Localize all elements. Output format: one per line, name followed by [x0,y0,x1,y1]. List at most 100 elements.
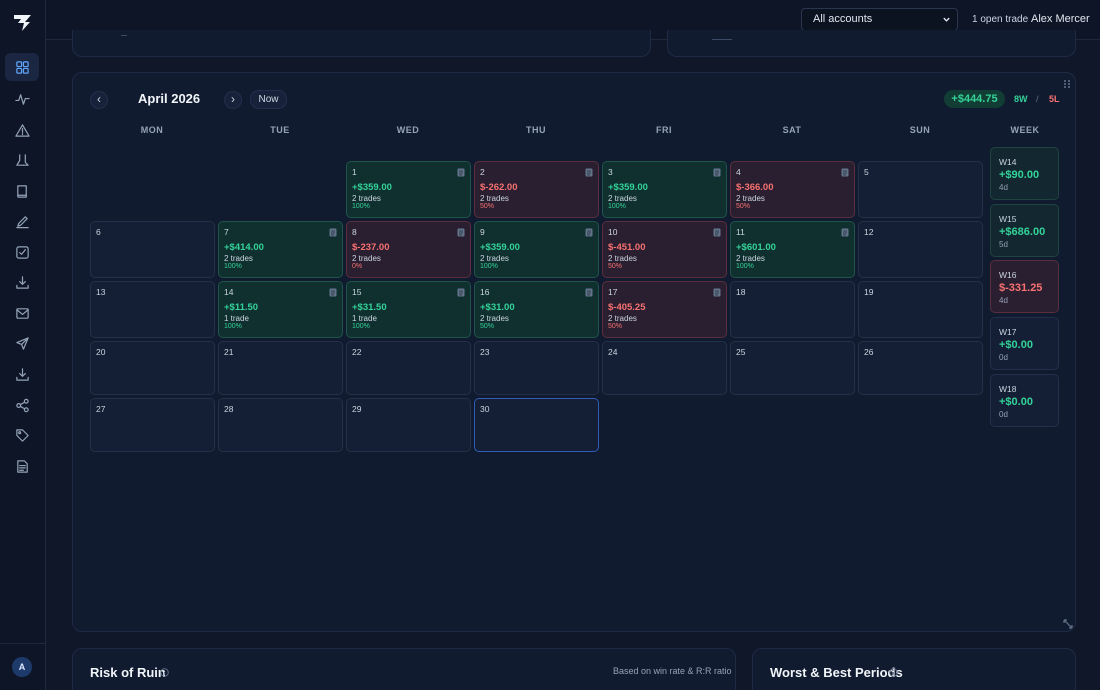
calendar-day[interactable]: 27 [90,398,215,452]
calendar-day[interactable]: 8 $-237.00 2 trades 0% [346,221,471,278]
sidebar-item-tag[interactable] [5,421,39,449]
week-summary[interactable]: W16 $-331.25 4d [990,260,1059,313]
day-number: 16 [480,287,490,297]
calendar-day[interactable]: 16 +$31.00 2 trades 50% [474,281,599,338]
note-icon[interactable] [713,288,721,297]
sidebar-item-pencil[interactable] [5,207,39,235]
note-icon[interactable] [329,288,337,297]
prev-month-button[interactable]: ‹ [90,91,108,109]
calendar-day[interactable]: 10 $-451.00 2 trades 50% [602,221,727,278]
calendar-day[interactable]: 2 $-262.00 2 trades 50% [474,161,599,218]
sidebar-item-grid[interactable] [5,53,39,81]
next-month-button[interactable]: › [224,91,242,109]
mail-icon [15,307,29,319]
sidebar-item-checkbox[interactable] [5,238,39,266]
calendar-day[interactable]: 6 [90,221,215,278]
calendar-day[interactable]: 29 [346,398,471,452]
note-icon[interactable] [457,288,465,297]
calendar-day[interactable]: 23 [474,341,599,395]
day-number: 18 [736,287,746,297]
calendar-day[interactable]: 13 [90,281,215,338]
note-icon[interactable] [841,168,849,177]
calendar-day[interactable]: 30 [474,398,599,452]
day-trade-count: 2 trades [736,194,765,203]
sidebar-item-import[interactable] [5,360,39,388]
day-pnl: +$11.50 [224,302,259,313]
calendar-day[interactable]: 17 $-405.25 2 trades 50% [602,281,727,338]
calendar-day[interactable]: 3 +$359.00 2 trades 100% [602,161,727,218]
calendar-day[interactable]: 18 [730,281,855,338]
share-icon [15,398,29,412]
calendar-day[interactable]: 28 [218,398,343,452]
calendar-day[interactable]: 24 [602,341,727,395]
calendar-day[interactable]: 12 [858,221,983,278]
avatar[interactable]: A [12,657,32,677]
day-win-rate: 50% [480,323,495,330]
weekday-header: SUN [909,125,931,135]
sidebar-item-send[interactable] [5,329,39,357]
risk-of-ruin-title: Risk of Ruin [90,665,166,680]
week-summary[interactable]: W17 +$0.00 0d [990,317,1059,370]
note-icon[interactable] [585,228,593,237]
day-number: 25 [736,347,746,357]
note-icon[interactable] [585,288,593,297]
sidebar-item-share[interactable] [5,391,39,419]
week-active-days: 0d [999,410,1008,419]
note-icon[interactable] [457,168,465,177]
calendar-day[interactable]: 19 [858,281,983,338]
calendar-day[interactable]: 1 +$359.00 2 trades 100% [346,161,471,218]
sidebar-item-document[interactable] [5,452,39,480]
calendar-day[interactable]: 7 +$414.00 2 trades 100% [218,221,343,278]
day-number: 8 [352,227,357,237]
note-icon[interactable] [329,228,337,237]
open-trades-indicator[interactable]: 1 open trade [972,14,1029,25]
calendar-day[interactable]: 4 $-366.00 2 trades 50% [730,161,855,218]
day-number: 20 [96,347,106,357]
day-trade-count: 2 trades [352,254,381,263]
week-summary[interactable]: W15 +$686.00 5d [990,204,1059,257]
calendar-day[interactable]: 21 [218,341,343,395]
calendar-day[interactable]: 25 [730,341,855,395]
info-icon[interactable] [160,668,169,677]
note-icon[interactable] [713,228,721,237]
user-name[interactable]: Alex Mercer [1031,13,1090,25]
resize-handle-icon[interactable] [1063,619,1073,629]
calendar-day[interactable]: 5 [858,161,983,218]
note-icon[interactable] [713,168,721,177]
day-number: 15 [352,287,362,297]
now-button[interactable]: Now [250,90,287,109]
note-icon[interactable] [585,168,593,177]
day-number: 21 [224,347,234,357]
day-trade-count: 2 trades [480,254,509,263]
day-pnl: $-405.25 [608,302,646,313]
info-icon[interactable] [889,668,898,677]
calendar-day[interactable]: 14 +$11.50 1 trade 100% [218,281,343,338]
sidebar-item-book[interactable] [5,177,39,205]
import-icon [15,367,29,381]
note-icon[interactable] [841,228,849,237]
day-trade-count: 1 trade [224,314,249,323]
sidebar-item-mail[interactable] [5,299,39,327]
week-pnl: +$0.00 [999,396,1033,408]
calendar-day[interactable]: 22 [346,341,471,395]
sidebar-item-download[interactable] [5,268,39,296]
sidebar-item-activity[interactable] [5,85,39,113]
app-logo-icon[interactable] [12,13,34,33]
calendar-day[interactable]: 26 [858,341,983,395]
drag-handle-icon[interactable] [1063,79,1071,89]
calendar-day[interactable]: 11 +$601.00 2 trades 100% [730,221,855,278]
day-trade-count: 2 trades [224,254,253,263]
account-select-value: All accounts [813,13,873,25]
sidebar-item-flask[interactable] [5,146,39,174]
account-select[interactable]: All accounts [801,8,958,31]
calendar-day[interactable]: 15 +$31.50 1 trade 100% [346,281,471,338]
calendar-day[interactable]: 20 [90,341,215,395]
week-summary[interactable]: W14 +$90.00 4d [990,147,1059,200]
note-icon[interactable] [457,228,465,237]
sidebar-item-warning-triangle[interactable] [5,116,39,144]
week-summary[interactable]: W18 +$0.00 0d [990,374,1059,427]
week-pnl: $-331.25 [999,282,1043,294]
pencil-icon [15,215,29,228]
wins-losses-separator: / [1036,94,1039,104]
calendar-day[interactable]: 9 +$359.00 2 trades 100% [474,221,599,278]
